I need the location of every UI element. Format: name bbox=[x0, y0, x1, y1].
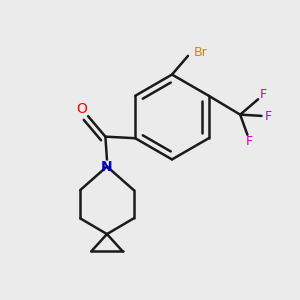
Text: N: N bbox=[101, 160, 113, 173]
Text: O: O bbox=[76, 102, 88, 116]
Text: Br: Br bbox=[194, 46, 207, 59]
Text: F: F bbox=[246, 135, 253, 148]
Text: F: F bbox=[265, 110, 272, 123]
Text: F: F bbox=[260, 88, 267, 101]
